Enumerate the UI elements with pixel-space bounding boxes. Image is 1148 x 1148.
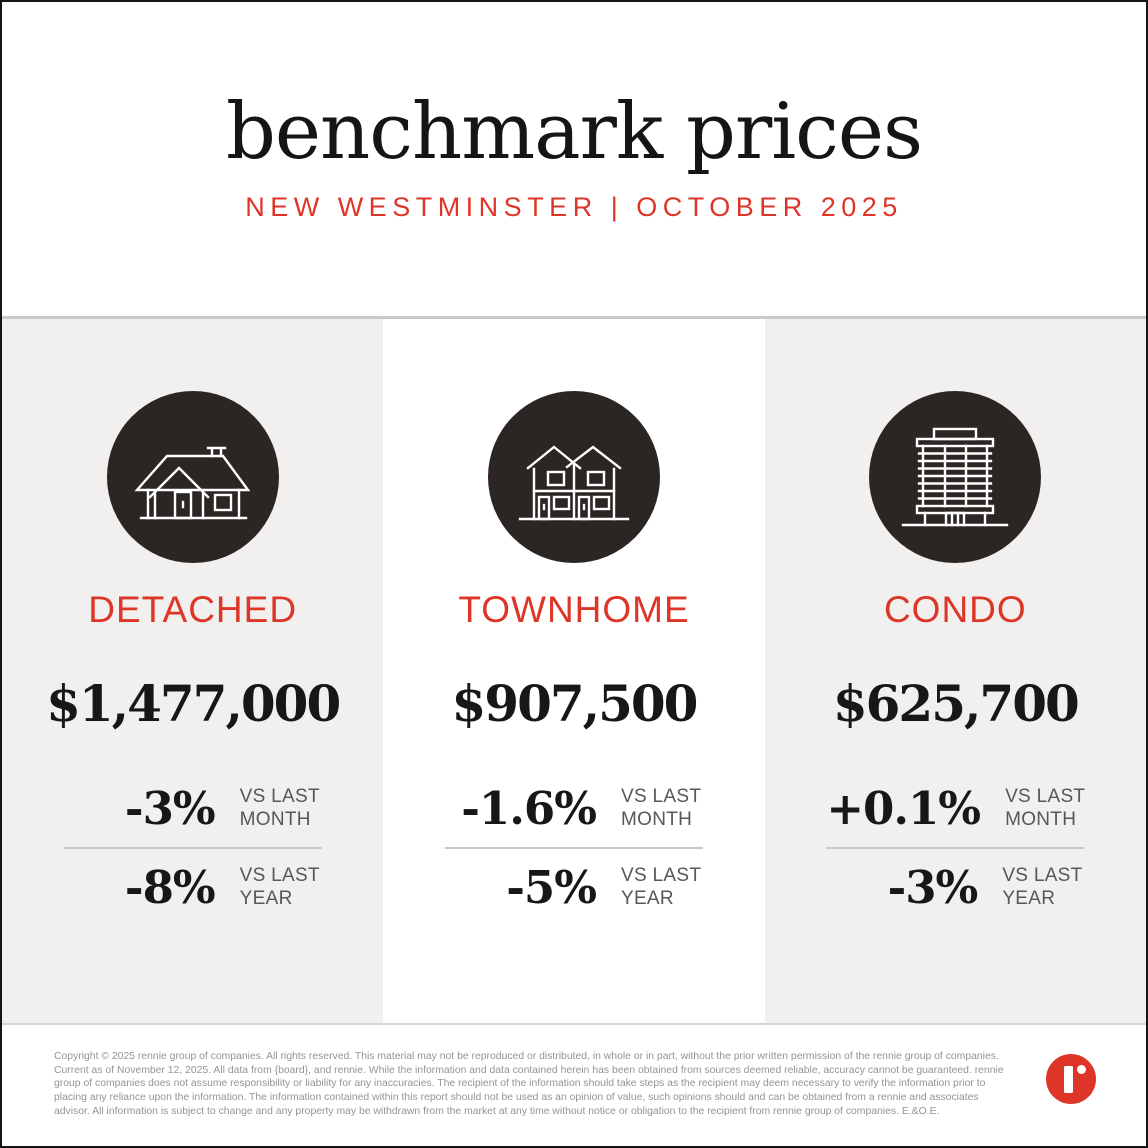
region-date-subtitle: NEW WESTMINSTER | OCTOBER 2025 bbox=[245, 191, 903, 222]
delta-label: VS LAST MONTH bbox=[621, 786, 703, 831]
condo-building-icon bbox=[902, 427, 1009, 527]
column-condo: CONDO $625,700 +0.1% VS LAST MONTH -3% V… bbox=[764, 319, 1146, 1023]
delta-label-line1: VS LAST bbox=[620, 786, 702, 808]
price-columns: DETACHED $1,477,000 -3% VS LAST MONTH -8… bbox=[2, 319, 1146, 1023]
delta-value: -5% bbox=[506, 861, 597, 914]
delta-label-line1: VS LAST bbox=[1002, 865, 1083, 887]
delta-label-line1: VS LAST bbox=[620, 865, 702, 887]
condo-icon-circle bbox=[869, 391, 1042, 563]
delta-label-line2: YEAR bbox=[620, 887, 674, 909]
header: benchmark prices NEW WESTMINSTER | OCTOB… bbox=[2, 2, 1146, 319]
copyright-disclaimer: Copyright © 2025 rennie group of compani… bbox=[54, 1051, 1004, 1117]
detached-icon-circle bbox=[106, 391, 279, 563]
delta-label-line2: YEAR bbox=[1002, 887, 1056, 909]
detached-house-icon bbox=[133, 446, 251, 520]
delta-label-line1: VS LAST bbox=[1005, 786, 1086, 808]
stats-block: -3% VS LAST MONTH -8% VS LAST YEAR bbox=[63, 786, 322, 910]
footer: Copyright © 2025 rennie group of compani… bbox=[2, 1023, 1146, 1146]
stat-divider bbox=[826, 847, 1085, 849]
delta-label-line1: VS LAST bbox=[239, 786, 320, 808]
benchmark-price: $625,700 bbox=[832, 674, 1080, 733]
delta-label: VS LAST MONTH bbox=[1005, 786, 1087, 831]
delta-label: VS LAST YEAR bbox=[240, 865, 322, 910]
column-label: TOWNHOME bbox=[458, 589, 690, 630]
delta-label-line2: YEAR bbox=[239, 887, 293, 909]
stat-divider bbox=[444, 847, 703, 849]
townhome-icon-circle bbox=[487, 391, 660, 563]
rennie-logo-dot bbox=[1076, 1065, 1086, 1074]
stat-row-month: -3% VS LAST MONTH bbox=[64, 786, 322, 831]
delta-label-line2: MONTH bbox=[620, 808, 693, 830]
column-label: CONDO bbox=[883, 589, 1027, 630]
page-title: benchmark prices bbox=[225, 87, 923, 177]
delta-label-line1: VS LAST bbox=[239, 865, 320, 887]
delta-label-line2: MONTH bbox=[1005, 808, 1077, 830]
column-label: DETACHED bbox=[88, 589, 298, 630]
rennie-logo bbox=[1046, 1054, 1096, 1104]
stat-divider bbox=[63, 847, 322, 849]
delta-value: -3% bbox=[887, 861, 979, 914]
stat-row-year: -8% VS LAST YEAR bbox=[64, 865, 322, 910]
delta-label: VS LAST YEAR bbox=[621, 865, 703, 910]
delta-value: +0.1% bbox=[826, 782, 981, 835]
stat-row-year: -5% VS LAST YEAR bbox=[445, 865, 703, 910]
column-detached: DETACHED $1,477,000 -3% VS LAST MONTH -8… bbox=[2, 319, 384, 1023]
delta-label: VS LAST YEAR bbox=[1002, 865, 1084, 910]
stats-block: -1.6% VS LAST MONTH -5% VS LAST YEAR bbox=[444, 786, 703, 910]
benchmark-price: $1,477,000 bbox=[46, 674, 341, 733]
rennie-logo-bar bbox=[1064, 1066, 1073, 1093]
delta-value: -8% bbox=[124, 861, 216, 914]
column-townhome: TOWNHOME $907,500 -1.6% VS LAST MONTH -5… bbox=[383, 319, 765, 1023]
delta-value: -1.6% bbox=[461, 782, 597, 835]
stats-block: +0.1% VS LAST MONTH -3% VS LAST YEAR bbox=[826, 782, 1087, 910]
stat-row-month: -1.6% VS LAST MONTH bbox=[445, 786, 703, 831]
stat-row-month: +0.1% VS LAST MONTH bbox=[826, 782, 1087, 835]
stat-row-year: -3% VS LAST YEAR bbox=[826, 865, 1084, 910]
delta-label: VS LAST MONTH bbox=[240, 786, 322, 831]
delta-value: -3% bbox=[124, 782, 216, 835]
benchmark-price: $907,500 bbox=[451, 674, 699, 733]
townhome-icon bbox=[518, 445, 630, 521]
delta-label-line2: MONTH bbox=[239, 808, 311, 830]
